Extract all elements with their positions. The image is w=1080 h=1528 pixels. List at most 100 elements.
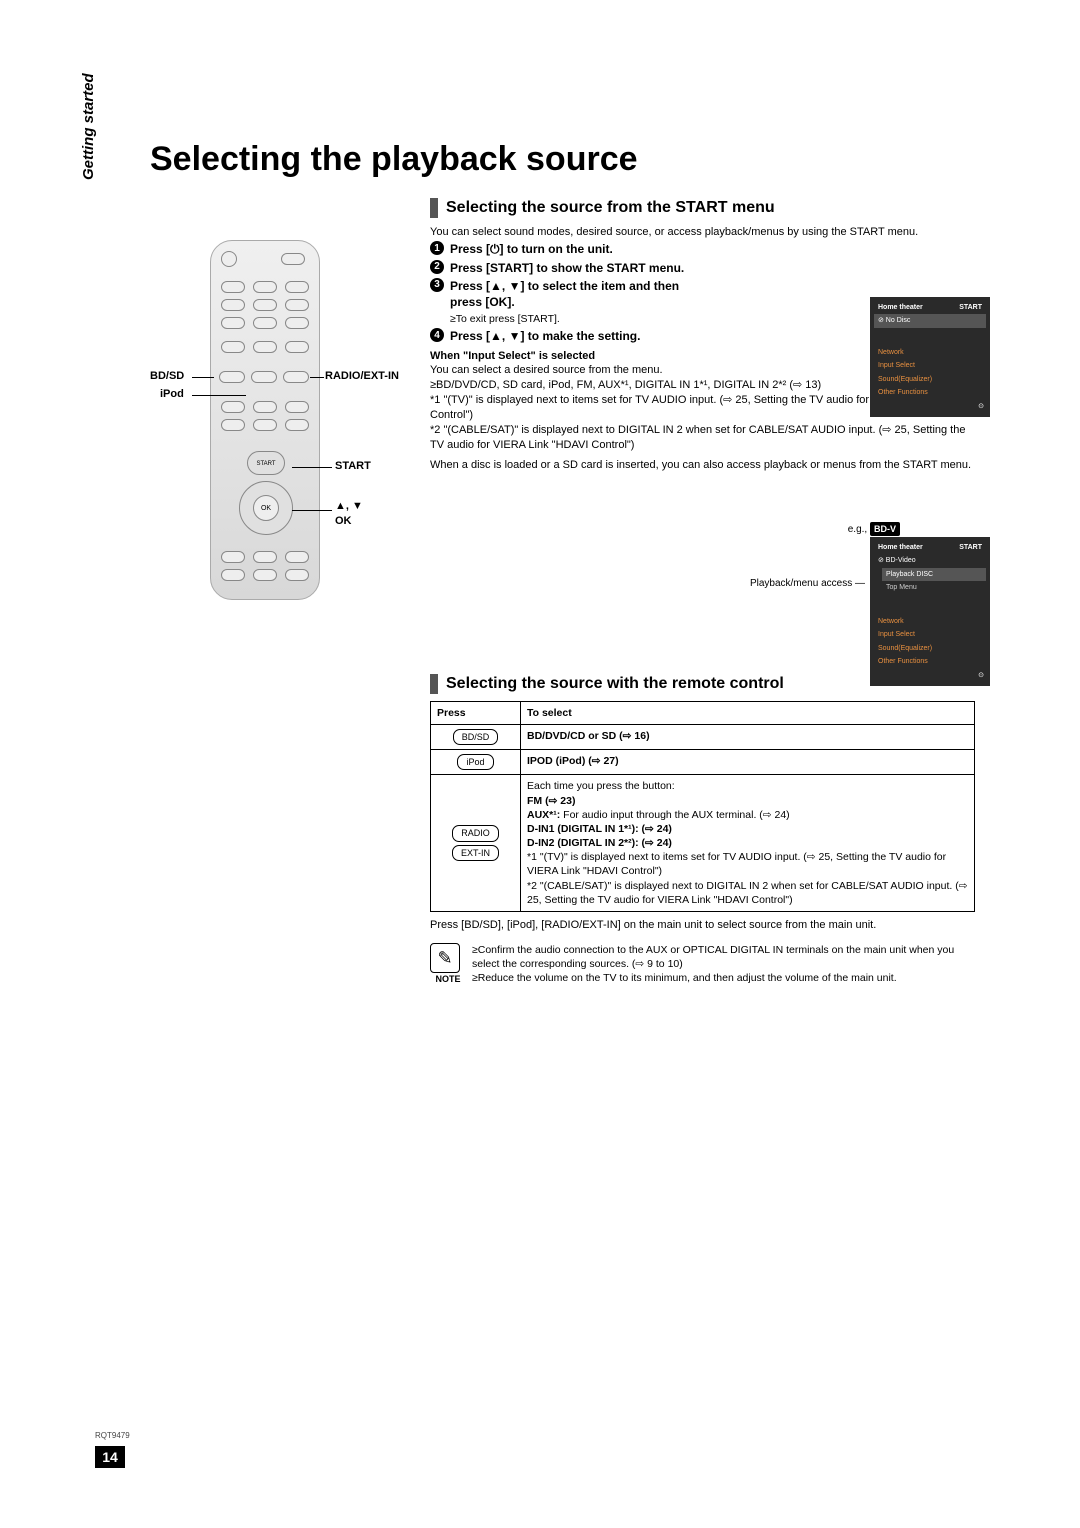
step-text: Press [START] to show the START menu. [450,260,684,276]
section-tab: Getting started [80,73,97,180]
remote-button [253,281,277,293]
label-start: START [335,460,371,472]
table-header: Press [431,701,521,724]
remote-button [221,401,245,413]
note-icon: ✎ [430,943,460,973]
remote-button [221,341,245,353]
label-radio: RADIO/EXT-IN [325,370,399,382]
remote-button [221,281,245,293]
playback-access-label: Playback/menu access — [750,577,865,591]
remote-button [221,299,245,311]
table-cell: IPOD (iPod) (⇨ 27) [521,750,975,775]
remote-button [285,317,309,329]
menu-head: START [959,303,982,312]
cell-text: D-IN1 (DIGITAL IN 1*¹): (⇨ 24) [527,822,968,836]
section-title: Selecting the source with the remote con… [446,673,784,695]
remote-button [285,341,309,353]
remote-button [253,419,277,431]
cell-text: AUX*¹: AUX*¹: For audio input through th… [527,808,968,822]
remote-button [285,401,309,413]
start-menu-screenshot-2: Home theater START ⊘ BD-Video Playback DI… [870,537,990,686]
menu-item: ⊘ No Disc [874,314,986,327]
cell-text: D-IN2 (DIGITAL IN 2*²): (⇨ 24) [527,836,968,850]
menu-item: Network [874,346,986,359]
label-bdsd: BD/SD [150,370,184,382]
remote-button [253,341,277,353]
menu-head: Home theater [878,303,923,312]
menu-head: START [959,543,982,552]
body-text: Press [BD/SD], [iPod], [RADIO/EXT-IN] on… [430,918,980,933]
remote-button [221,419,245,431]
menu-item: Sound(Equalizer) [874,642,986,655]
cell-text: Each time you press the button: [527,779,968,793]
section-title: Selecting the source from the START menu [446,197,775,219]
page-title: Selecting the playback source [150,140,980,179]
remote-bdsd-button [219,371,245,383]
cell-text: FM (⇨ 23) [527,794,968,808]
remote-button [221,551,245,563]
remote-button [253,401,277,413]
footnote: *2 "(CABLE/SAT)" is displayed next to DI… [430,423,980,453]
menu-item: Other Functions [874,655,986,668]
callout-line [310,377,324,378]
step-text: Press [▲, ▼] to make the setting. [450,328,640,344]
label-ok: OK [335,515,352,527]
remote-button [285,299,309,311]
remote-button [253,317,277,329]
remote-button [221,317,245,329]
menu-head: Home theater [878,543,923,552]
step-2: 2Press [START] to show the START menu. [430,260,980,276]
note-block: ✎ NOTE ≥Confirm the audio connection to … [430,943,980,986]
remote-start-button: START [247,451,285,475]
menu-item: Sound(Equalizer) [874,373,986,386]
table-header: To select [521,701,975,724]
step-text: Press [⏻] to turn on the unit. [450,241,613,257]
intro-text: You can select sound modes, desired sour… [430,225,980,240]
label-ipod: iPod [160,388,184,400]
cell-text: *2 "(CABLE/SAT)" is displayed next to DI… [527,879,968,907]
callout-line [292,467,332,468]
remote-button [285,419,309,431]
remote-button [285,551,309,563]
menu-item: ⊘ BD-Video [874,554,986,567]
remote-button [285,281,309,293]
section-heading: Selecting the source from the START menu [430,197,980,219]
button-radio-icon: RADIO [452,825,499,841]
bdv-badge: BD-V [870,522,900,536]
step-text: Press [▲, ▼] to select the item and then… [450,278,710,310]
step-1: 1Press [⏻] to turn on the unit. [430,241,980,257]
callout-line [292,510,332,511]
callout-line [192,395,246,396]
eg-label: e.g., BD-V [848,522,900,537]
menu-item: Input Select [874,359,986,372]
remote-radio-button [283,371,309,383]
remote-button [253,551,277,563]
remote-ipod-button [251,371,277,383]
note-text: ≥Reduce the volume on the TV to its mini… [472,971,980,985]
table-cell: BD/DVD/CD or SD (⇨ 16) [521,725,975,750]
remote-button [253,569,277,581]
cell-text: *1 "(TV)" is displayed next to items set… [527,850,968,878]
callout-line [192,377,214,378]
button-ipod-icon: iPod [457,754,493,770]
label-arrows: ▲, ▼ [335,500,363,512]
button-bdsd-icon: BD/SD [453,729,499,745]
table-cell: Each time you press the button: FM (⇨ 23… [521,775,975,912]
remote-button [285,569,309,581]
remote-button [281,253,305,265]
page-number: 14 [95,1446,125,1468]
power-button-icon [221,251,237,267]
menu-item: Other Functions [874,386,986,399]
menu-item: Playback DISC [882,568,986,581]
note-label: NOTE [430,973,466,985]
start-menu-screenshot-1: Home theater START ⊘ No Disc Network Inpu… [870,297,990,417]
menu-item: Top Menu [882,581,986,594]
remote-ok-button: OK [253,495,279,521]
body-text: When a disc is loaded or a SD card is in… [430,458,980,473]
menu-item: Input Select [874,628,986,641]
source-table: Press To select BD/SD BD/DVD/CD or SD (⇨… [430,701,975,912]
menu-item: Network [874,615,986,628]
page-content: Selecting the playback source START OK [100,140,980,985]
remote-button [253,299,277,311]
remote-button [221,569,245,581]
